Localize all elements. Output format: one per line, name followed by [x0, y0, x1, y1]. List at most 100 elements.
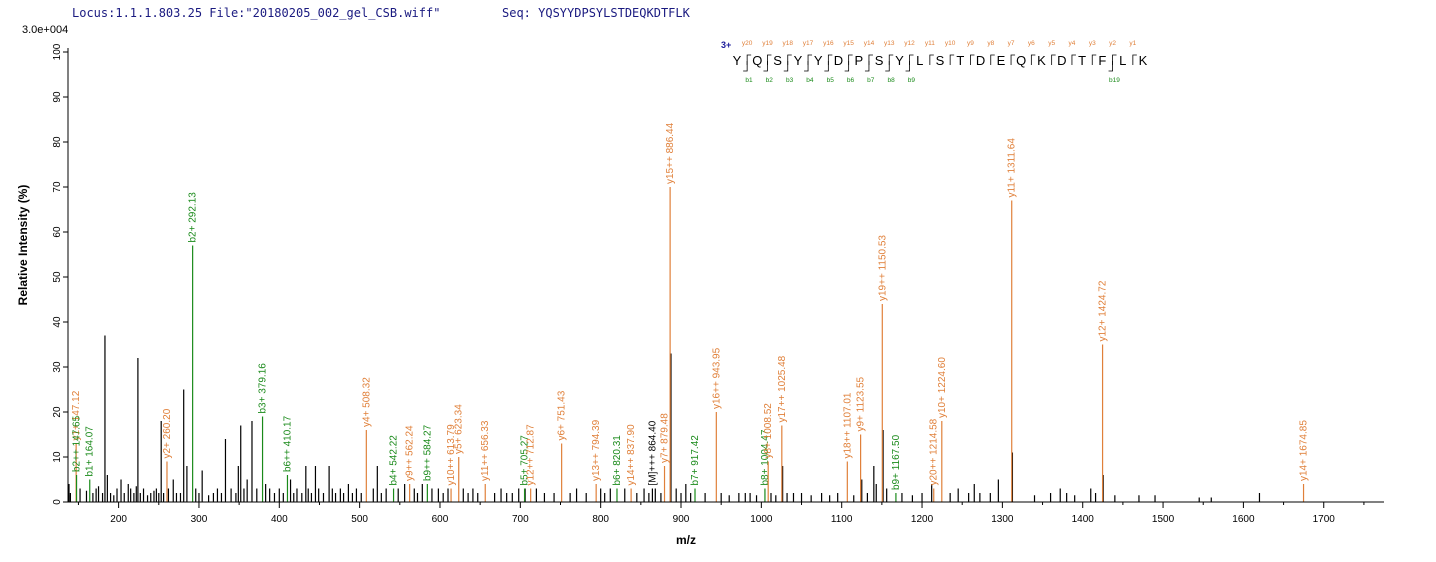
y-tick-label: 50 [52, 271, 63, 283]
residue: D [1057, 53, 1066, 68]
y-cleavage-bracket [1051, 54, 1056, 65]
y-cleavage-bracket [1132, 54, 1137, 65]
b-cleavage-bracket [864, 61, 870, 72]
b-ion-marker: b4 [806, 77, 814, 84]
y-tick-label: 10 [52, 451, 63, 463]
y-ion-marker: y18 [783, 40, 794, 47]
residue: Y [794, 53, 803, 68]
peak-label: y6+ 751.43 [557, 390, 568, 440]
y-cleavage-bracket [909, 54, 914, 65]
y-cleavage-bracket [1010, 54, 1016, 65]
y-axis-label: Relative Intensity (%) [16, 185, 30, 306]
x-tick-label: 1700 [1313, 514, 1336, 525]
peak-label: y13++ 794.39 [591, 419, 602, 481]
y-ion-marker: y15 [843, 40, 854, 47]
b-cleavage-bracket [804, 61, 809, 72]
y-tick-label: 60 [52, 226, 63, 238]
residue: S [936, 53, 945, 68]
y-tick-label: 90 [52, 91, 63, 103]
peak-label: y12++ 712.87 [526, 424, 537, 486]
peak-label: y7+ 879.48 [660, 413, 671, 463]
residue: T [956, 53, 964, 68]
y-ion-marker: y3 [1089, 40, 1096, 47]
sequence-header: Seq: YQSYYDPSYLSTDEQKDTFLK [502, 6, 690, 20]
y-tick-label: 20 [52, 406, 63, 418]
b-cleavage-bracket [783, 61, 789, 72]
y-ion-marker: y17 [803, 40, 814, 47]
b-cleavage-bracket [824, 61, 829, 72]
x-tick-label: 1200 [911, 514, 934, 525]
peak-label: y2+ 260.20 [162, 408, 173, 458]
y-ion-marker: y5 [1048, 40, 1055, 47]
y-cleavage-bracket [949, 54, 955, 65]
b-ion-marker: b7 [867, 77, 875, 84]
peak-label: b1+ 164.07 [85, 426, 96, 477]
y-ion-marker: y13 [884, 40, 895, 47]
peak-label: y17++ 1025.48 [777, 355, 788, 422]
peak-label: b6++ 410.17 [282, 415, 293, 472]
y-cleavage-bracket [970, 54, 975, 65]
peak-label: y18++ 1107.01 [842, 392, 853, 458]
file-locus-header: Locus:1.1.1.803.25 File:"20180205_002_ge… [72, 6, 441, 20]
x-tick-label: 500 [351, 514, 368, 525]
y-tick-label: 100 [52, 43, 63, 60]
residue: F [1098, 53, 1106, 68]
residue: Y [733, 53, 742, 68]
b-ion-marker: b8 [887, 77, 895, 84]
b-cleavage-bracket [763, 61, 768, 72]
peak-label: b4+ 542.22 [389, 435, 400, 486]
y-cleavage-bracket [1091, 54, 1097, 65]
b-ion-marker: b3 [786, 77, 794, 84]
charge-state: 3+ [721, 40, 731, 50]
peak-label: b9++ 584.27 [422, 424, 433, 481]
x-tick-label: 200 [110, 514, 127, 525]
y-ion-marker: y4 [1069, 40, 1076, 47]
x-tick-label: 600 [432, 514, 449, 525]
peak-label: y10+ 1224.60 [937, 357, 948, 418]
residue: Y [895, 53, 904, 68]
b-cleavage-bracket [905, 61, 910, 72]
residue: T [1078, 53, 1086, 68]
b-ion-marker: b19 [1109, 77, 1120, 84]
residue: E [997, 53, 1006, 68]
y-cleavage-bracket [1112, 54, 1117, 65]
y-ion-marker: y9 [967, 40, 974, 47]
peak-label: y11++ 656.33 [480, 420, 491, 481]
y-tick-label: 30 [52, 361, 63, 373]
residue: Y [814, 53, 823, 68]
y-ion-marker: y11 [925, 40, 935, 47]
peak-label: [M]+++ 864.40 [647, 420, 658, 485]
y-ion-marker: y8 [987, 40, 994, 47]
residue: S [875, 53, 884, 68]
y-cleavage-bracket [929, 54, 934, 65]
y-cleavage-bracket [990, 54, 995, 65]
y-ion-marker: y2 [1109, 40, 1116, 47]
y-cleavage-bracket [807, 54, 813, 65]
x-tick-label: 1600 [1232, 514, 1255, 525]
b-cleavage-bracket [743, 61, 748, 72]
y-cleavage-bracket [868, 54, 873, 65]
y-cleavage-bracket [1071, 54, 1076, 65]
peak-label: y9++ 562.24 [405, 425, 416, 481]
peak-label: b6+ 820.31 [612, 435, 623, 486]
x-tick-label: 1500 [1152, 514, 1175, 525]
peak-label: y12+ 1424.72 [1098, 280, 1109, 341]
peak-label: b8+ 1004.47 [760, 429, 771, 485]
b-ion-marker: b1 [745, 77, 753, 84]
y-cleavage-bracket [767, 54, 772, 65]
y-ion-marker: y16 [823, 40, 834, 47]
peak-label: b2++ 147.65 [72, 415, 83, 472]
peak-label: y20++ 1214.58 [929, 418, 940, 485]
peak-label: y5+ 623.34 [454, 404, 465, 454]
residue: K [1139, 53, 1148, 68]
x-tick-label: 900 [673, 514, 690, 525]
peak-label: b7+ 917.42 [690, 435, 701, 486]
peak-label: y14+ 1674.85 [1299, 420, 1310, 481]
residue: Q [752, 53, 762, 68]
b-cleavage-bracket [885, 61, 890, 72]
peak-label: b9+ 1167.50 [891, 434, 902, 490]
residue: D [976, 53, 985, 68]
